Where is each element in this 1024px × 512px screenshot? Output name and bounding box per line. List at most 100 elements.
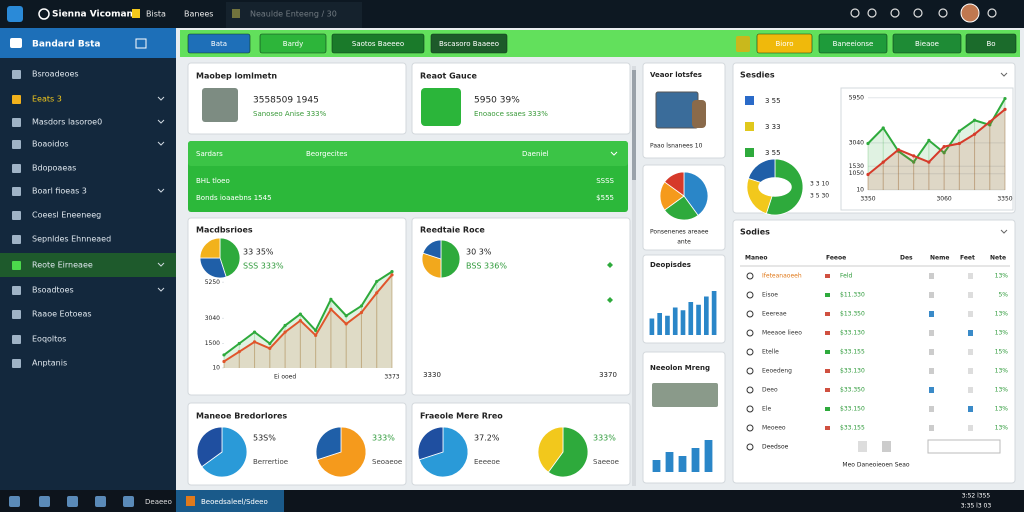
toolbar-button[interactable] bbox=[892, 33, 962, 54]
table-cell: Deeo bbox=[762, 387, 778, 394]
top-bar bbox=[0, 0, 1024, 28]
bar bbox=[696, 304, 701, 335]
point bbox=[881, 126, 885, 130]
sidebar-item[interactable]: Boarl fioeas 3 bbox=[32, 187, 87, 196]
toolbar-button-label[interactable]: Bata bbox=[211, 40, 227, 48]
tab[interactable]: Banees bbox=[184, 10, 213, 19]
top-icon[interactable] bbox=[867, 8, 877, 18]
point bbox=[1003, 107, 1007, 111]
sidebar-item[interactable]: Raaoe Eotoeas bbox=[32, 310, 92, 319]
sidebar-icon bbox=[10, 38, 22, 48]
cell-icon bbox=[825, 388, 830, 392]
table-header: Neme bbox=[930, 255, 949, 262]
sidebar-item[interactable]: Bsoadtoes bbox=[32, 286, 74, 295]
taskbar-icon[interactable] bbox=[39, 496, 50, 507]
toolbar-button[interactable] bbox=[430, 33, 508, 54]
taskbar-active[interactable] bbox=[176, 490, 284, 512]
bar bbox=[704, 296, 709, 335]
card-sub: Sanoseo Anise 333% bbox=[253, 110, 327, 118]
toolbar-button-label[interactable]: Bo bbox=[986, 40, 995, 48]
table-cell: 13% bbox=[995, 330, 1009, 337]
sidebar-icon bbox=[12, 286, 21, 295]
toolbar-button[interactable] bbox=[965, 33, 1017, 54]
cell-icon bbox=[929, 387, 934, 393]
toolbar-button-label[interactable]: Bardy bbox=[283, 40, 303, 48]
sidebar-item[interactable]: Eeats 3 bbox=[32, 95, 62, 104]
sidebar-item[interactable]: Boaoidos bbox=[32, 140, 69, 149]
select[interactable] bbox=[927, 439, 1001, 454]
indicator bbox=[607, 297, 613, 303]
point bbox=[912, 154, 916, 158]
sidebar-item[interactable]: Bsroadeoes bbox=[32, 70, 79, 79]
home-icon[interactable] bbox=[135, 38, 147, 49]
table-cell: 13% bbox=[995, 387, 1009, 394]
pie-slice bbox=[683, 171, 709, 216]
chevron bbox=[157, 262, 165, 267]
tab[interactable]: Bista bbox=[146, 10, 166, 19]
point bbox=[942, 151, 946, 155]
point bbox=[298, 319, 302, 323]
stat: BSS 336% bbox=[466, 262, 507, 271]
cell-icon bbox=[825, 312, 830, 316]
row-icon bbox=[746, 348, 754, 356]
point bbox=[957, 141, 961, 146]
control[interactable] bbox=[858, 441, 867, 452]
toolbar-button-label[interactable]: Bieaoe bbox=[915, 40, 939, 48]
control[interactable] bbox=[882, 441, 891, 452]
card-value: 5950 39% bbox=[474, 96, 520, 106]
card-title: Fraeole Mere Rreo bbox=[420, 412, 503, 421]
point bbox=[268, 341, 272, 346]
cell-icon bbox=[929, 292, 934, 298]
taskbar-icon[interactable] bbox=[123, 496, 134, 507]
caption: ante bbox=[677, 239, 691, 246]
toolbar-button-label[interactable]: Bscasoro Baaeeo bbox=[439, 40, 499, 48]
sidebar-item[interactable]: Reote Eirneaee bbox=[32, 261, 93, 270]
sidebar-item[interactable]: Coeesl Eneeneeg bbox=[32, 211, 101, 220]
top-icon[interactable] bbox=[938, 8, 948, 18]
table-header: Feet bbox=[960, 255, 975, 262]
top-icon[interactable] bbox=[913, 8, 923, 18]
toolbar-button[interactable] bbox=[331, 33, 425, 54]
taskbar-search[interactable]: Deaeeo bbox=[145, 498, 172, 506]
top-icon[interactable] bbox=[890, 8, 900, 18]
avatar[interactable] bbox=[960, 3, 980, 23]
sidebar-item[interactable]: Anptanis bbox=[32, 359, 67, 368]
row-icon bbox=[746, 310, 754, 318]
table-cell: Etelle bbox=[762, 349, 779, 356]
toolbar-button-label[interactable]: Saotos Baeeeo bbox=[352, 40, 404, 48]
scrollbar bbox=[632, 66, 636, 486]
point bbox=[375, 291, 379, 295]
taskbar-item[interactable]: Beoedsaleel/Sdeeo bbox=[201, 498, 268, 506]
toolbar-button[interactable] bbox=[259, 33, 327, 54]
toolbar-button[interactable] bbox=[187, 33, 251, 54]
taskbar-icon[interactable] bbox=[95, 496, 106, 507]
pie-slice bbox=[418, 426, 469, 478]
chevron bbox=[157, 119, 165, 124]
point bbox=[912, 160, 916, 164]
sidebar-icon bbox=[12, 335, 21, 344]
sidebar-item[interactable]: Bdopoaeas bbox=[32, 164, 76, 173]
toolbar-button-label[interactable]: Baneeionse bbox=[833, 40, 874, 48]
taskbar-icon[interactable] bbox=[9, 496, 20, 507]
toolbar-button[interactable] bbox=[756, 33, 813, 54]
table-cell: Meoeeo bbox=[762, 425, 786, 432]
table-cell: $13.350 bbox=[840, 311, 865, 318]
sidebar-item[interactable]: Eoqoltos bbox=[32, 335, 66, 344]
top-icon[interactable] bbox=[850, 8, 860, 18]
point bbox=[866, 141, 870, 146]
card-image bbox=[202, 88, 238, 122]
taskbar-icon[interactable] bbox=[67, 496, 78, 507]
top-icon[interactable] bbox=[987, 8, 997, 18]
sidebar-icon bbox=[12, 261, 21, 270]
toolbar-button[interactable] bbox=[818, 33, 888, 54]
sidebar-item[interactable]: Masdors lasoroe0 bbox=[32, 118, 102, 127]
toolbar-button-label[interactable]: Bioro bbox=[775, 40, 793, 48]
point bbox=[222, 353, 226, 357]
sidebar-item[interactable]: Sepnldes Ehnneaed bbox=[32, 235, 111, 244]
point bbox=[283, 330, 287, 334]
toolbar-icon[interactable] bbox=[736, 36, 750, 52]
card bbox=[411, 62, 631, 135]
table-cell: Eeoedeng bbox=[762, 368, 792, 375]
chevron bbox=[610, 151, 618, 156]
y-tick-label: 10 bbox=[856, 186, 864, 193]
